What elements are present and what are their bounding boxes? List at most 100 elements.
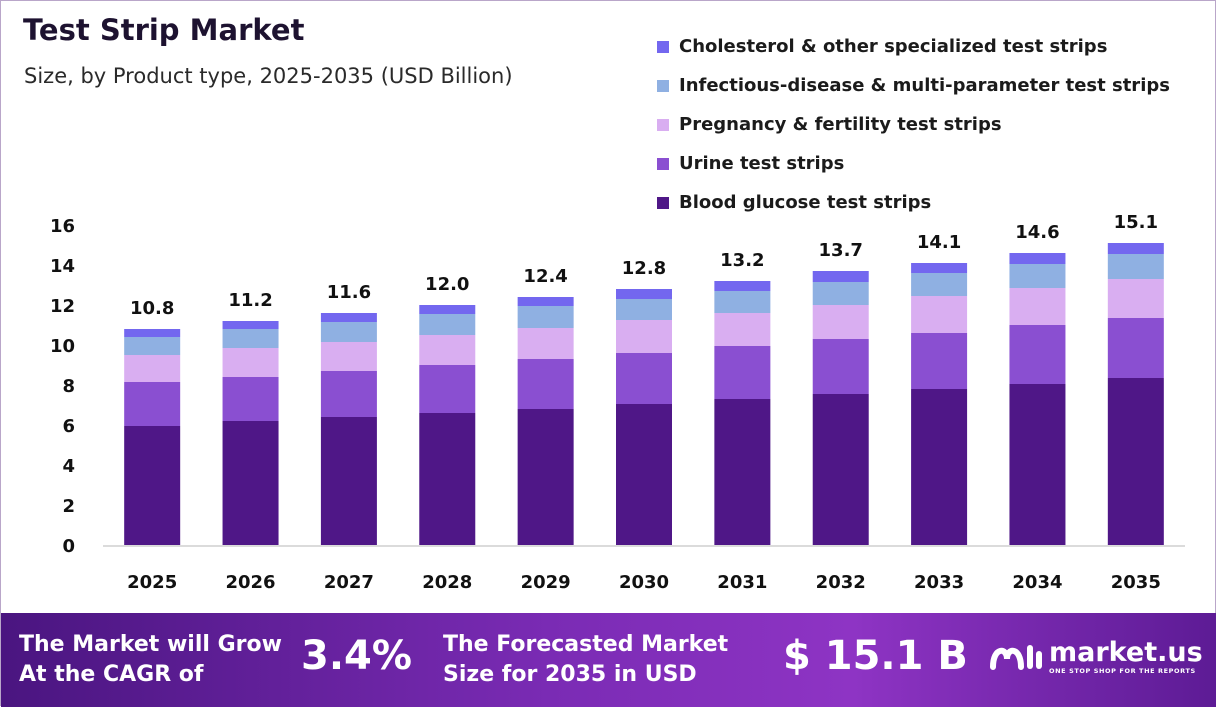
bar-segment: [714, 313, 771, 346]
bar-segment: [222, 321, 279, 329]
legend-swatch: [657, 40, 669, 53]
forecast-value: $ 15.1 B: [783, 633, 968, 679]
chart-title: Test Strip Market: [23, 13, 305, 47]
bar-total-label: 11.6: [327, 282, 371, 303]
bar-segment: [714, 291, 771, 313]
x-tick-label: 2030: [619, 572, 669, 593]
legend-label: Cholesterol & other specialized test str…: [679, 36, 1108, 57]
bar-segment: [616, 299, 672, 320]
bar-segment: [517, 306, 574, 328]
x-tick-label: 2028: [422, 572, 472, 593]
x-tick-label: 2025: [127, 572, 177, 593]
bar-total-label: 12.0: [425, 274, 469, 295]
x-tick-label: 2034: [1012, 572, 1062, 593]
brand-name: market.us: [1049, 637, 1203, 668]
bar-segment: [1107, 243, 1164, 254]
bar-segment: [911, 389, 968, 545]
x-tick-label: 2026: [225, 572, 275, 593]
y-tick-label: 2: [62, 496, 75, 517]
bar-total-label: 14.6: [1015, 222, 1059, 243]
legend-label: Infectious-disease & multi-parameter tes…: [679, 75, 1170, 96]
bar-segment: [419, 314, 476, 335]
legend-item: Urine test strips: [657, 144, 1170, 183]
cagr-text: The Market will Grow At the CAGR of: [19, 632, 282, 687]
bar-total-label: 13.2: [720, 250, 764, 271]
bar-segment: [320, 313, 377, 322]
y-tick-label: 16: [50, 216, 75, 237]
market-us-logo-icon: [990, 645, 1042, 670]
y-tick-label: 14: [50, 256, 75, 277]
x-tick-label: 2031: [717, 572, 767, 593]
y-tick-label: 0: [62, 536, 75, 557]
bar-segment: [1009, 264, 1066, 288]
forecast-text: The Forecasted Market Size for 2035 in U…: [443, 632, 729, 687]
chart-subtitle: Size, by Product type, 2025-2035 (USD Bi…: [24, 64, 513, 88]
bar-segment: [812, 282, 869, 305]
legend-label: Urine test strips: [679, 153, 845, 174]
legend-item: Infectious-disease & multi-parameter tes…: [657, 66, 1170, 105]
bar-segment: [419, 365, 476, 413]
x-tick-label: 2032: [816, 572, 866, 593]
bar-segment: [1107, 318, 1164, 378]
bar-segment: [714, 346, 771, 399]
bar-total-label: 12.4: [523, 266, 567, 287]
legend-swatch: [657, 196, 669, 209]
y-tick-label: 10: [50, 336, 75, 357]
y-tick-label: 8: [62, 376, 75, 397]
bar-segment: [1107, 279, 1164, 318]
bar-segment: [222, 329, 279, 348]
legend-label: Pregnancy & fertility test strips: [679, 114, 1002, 135]
bar-total-label: 12.8: [622, 258, 666, 279]
legend-item: Cholesterol & other specialized test str…: [657, 27, 1170, 66]
bar-segment: [517, 328, 574, 359]
bar-segment: [419, 413, 476, 545]
summary-banner: The Market will Grow At the CAGR of 3.4%…: [1, 613, 1216, 707]
bar-segment: [517, 359, 574, 409]
bar-segment: [124, 355, 181, 382]
y-tick-label: 6: [62, 416, 75, 437]
bar-segment: [616, 353, 672, 404]
bar-segment: [1009, 253, 1066, 264]
bar-segment: [222, 377, 279, 421]
legend-swatch: [657, 118, 669, 131]
bar-segment: [517, 297, 574, 306]
bar-segment: [222, 421, 279, 545]
bar-segment: [1107, 378, 1164, 545]
bar-segment: [911, 263, 968, 273]
bar-segment: [812, 271, 869, 282]
bar-segment: [124, 426, 181, 545]
bar-segment: [320, 322, 377, 342]
bar-segment: [812, 305, 869, 339]
x-tick-label: 2027: [324, 572, 374, 593]
x-tick-label: 2033: [914, 572, 964, 593]
bar-segment: [419, 305, 476, 314]
x-tick-label: 2035: [1111, 572, 1161, 593]
bar-segment: [812, 339, 869, 394]
bar-segment: [1009, 325, 1066, 384]
y-tick-label: 4: [62, 456, 75, 477]
legend-swatch: [657, 157, 669, 170]
bar-segment: [911, 296, 968, 333]
legend-item: Pregnancy & fertility test strips: [657, 105, 1170, 144]
bar-segment: [911, 333, 968, 389]
bar-segment: [320, 371, 377, 417]
bar-total-label: 10.8: [130, 298, 174, 319]
legend-label: Blood glucose test strips: [679, 192, 932, 213]
bar-segment: [124, 382, 181, 426]
legend-item: Blood glucose test strips: [657, 183, 1170, 222]
bar-segment: [812, 394, 869, 545]
bar-segment: [1107, 254, 1164, 279]
bar-segment: [124, 329, 181, 337]
x-tick-label: 2029: [521, 572, 571, 593]
bar-segment: [714, 281, 771, 291]
stacked-bar-chart: 0 2 4 6 8 10 12 14 16 10.8 2025 11.2 2026 11.6 2027 12.…: [50, 212, 1185, 593]
brand-logo[interactable]: market.us ONE STOP SHOP FOR THE REPORTS: [989, 637, 1203, 677]
bar-segment: [320, 342, 377, 371]
bar-total-label: 15.1: [1114, 212, 1158, 233]
bar-segment: [124, 337, 181, 355]
bar-segment: [419, 335, 476, 365]
bar-segment: [616, 289, 672, 299]
cagr-value: 3.4%: [301, 633, 412, 679]
bar-segment: [222, 348, 279, 377]
